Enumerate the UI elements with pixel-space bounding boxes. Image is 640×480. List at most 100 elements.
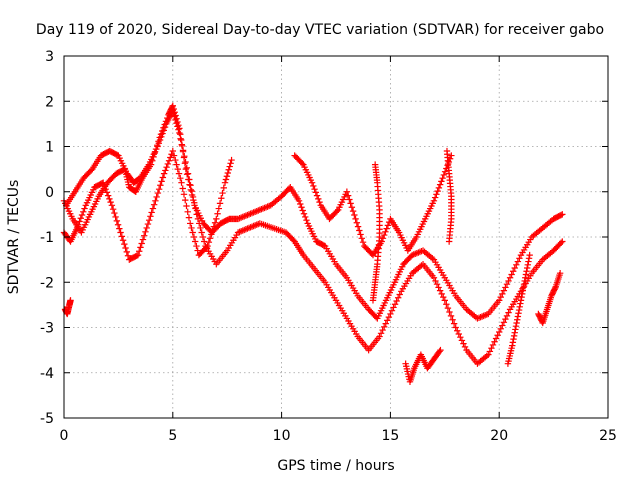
data-point bbox=[515, 306, 523, 314]
data-point bbox=[391, 301, 399, 308]
data-point bbox=[494, 332, 501, 339]
series-track-g bbox=[402, 346, 444, 385]
data-point bbox=[505, 277, 512, 285]
data-point bbox=[176, 129, 183, 137]
data-point bbox=[348, 204, 356, 211]
data-point bbox=[187, 220, 194, 227]
data-point bbox=[432, 277, 439, 285]
data-point bbox=[172, 116, 179, 124]
data-point bbox=[511, 329, 518, 336]
y-tick-label: -5 bbox=[40, 411, 54, 427]
data-point bbox=[193, 242, 200, 250]
data-point bbox=[379, 235, 387, 242]
data-point bbox=[158, 178, 165, 185]
data-point bbox=[188, 224, 195, 232]
data-point bbox=[171, 113, 178, 120]
data-point bbox=[67, 297, 74, 304]
data-point bbox=[175, 126, 182, 133]
data-point bbox=[225, 166, 232, 173]
data-point bbox=[102, 185, 109, 193]
data-point bbox=[81, 205, 88, 212]
data-point bbox=[320, 242, 328, 249]
data-point bbox=[191, 238, 199, 245]
data-point bbox=[433, 191, 440, 198]
data-point bbox=[154, 189, 162, 197]
data-point bbox=[215, 205, 223, 212]
data-point bbox=[353, 219, 361, 226]
data-point bbox=[142, 228, 149, 236]
data-point bbox=[356, 227, 363, 234]
x-tick-label: 0 bbox=[60, 428, 69, 444]
data-point bbox=[295, 197, 303, 204]
data-point bbox=[177, 135, 184, 142]
data-point bbox=[181, 160, 189, 167]
data-point bbox=[189, 229, 196, 236]
data-point bbox=[160, 170, 168, 177]
data-point bbox=[145, 216, 153, 224]
data-point bbox=[519, 287, 527, 294]
series-track-i bbox=[504, 251, 533, 367]
data-point bbox=[178, 141, 186, 148]
data-point bbox=[178, 179, 185, 186]
data-point bbox=[351, 211, 358, 219]
series-track-c bbox=[60, 147, 235, 263]
data-point bbox=[192, 205, 199, 212]
data-point bbox=[500, 319, 508, 326]
data-point bbox=[500, 287, 508, 294]
data-point bbox=[300, 210, 308, 217]
data-point bbox=[499, 290, 506, 298]
data-point bbox=[311, 185, 318, 193]
series-track-h bbox=[443, 147, 455, 245]
data-point bbox=[104, 192, 112, 199]
data-point bbox=[106, 195, 113, 203]
data-point bbox=[152, 197, 159, 204]
data-point bbox=[114, 221, 122, 228]
data-point bbox=[394, 294, 402, 301]
data-point bbox=[179, 147, 187, 154]
data-point bbox=[173, 161, 180, 168]
data-point bbox=[485, 351, 492, 358]
y-tick-label: -1 bbox=[40, 230, 54, 246]
data-point bbox=[116, 225, 123, 232]
data-point bbox=[183, 202, 190, 210]
data-point bbox=[228, 156, 235, 164]
series-track-b bbox=[62, 107, 566, 367]
data-point bbox=[136, 248, 143, 255]
data-point bbox=[444, 304, 452, 312]
data-point bbox=[440, 293, 447, 301]
data-point bbox=[522, 274, 529, 281]
data-point bbox=[521, 277, 528, 285]
data-point bbox=[164, 160, 172, 168]
data-point bbox=[184, 170, 192, 177]
data-point bbox=[438, 290, 445, 298]
data-point bbox=[525, 258, 532, 265]
data-point bbox=[298, 160, 306, 167]
data-point bbox=[556, 270, 564, 277]
data-point bbox=[491, 338, 498, 345]
data-point bbox=[514, 313, 522, 320]
data-point bbox=[445, 238, 453, 245]
data-point bbox=[455, 330, 462, 338]
data-point bbox=[499, 322, 506, 329]
series-track-f bbox=[369, 161, 383, 304]
data-point bbox=[138, 240, 145, 247]
data-point bbox=[344, 192, 352, 199]
data-point bbox=[441, 297, 448, 304]
x-tick-label: 10 bbox=[273, 428, 291, 444]
data-point bbox=[382, 320, 389, 327]
data-point bbox=[133, 252, 140, 259]
data-point bbox=[380, 323, 388, 331]
data-point bbox=[438, 178, 445, 185]
data-point bbox=[390, 304, 397, 311]
data-point bbox=[435, 184, 443, 192]
data-point bbox=[377, 330, 385, 337]
data-point bbox=[509, 342, 516, 349]
data-point bbox=[448, 152, 455, 159]
data-point bbox=[393, 297, 400, 305]
data-point bbox=[158, 133, 165, 141]
data-point bbox=[183, 171, 191, 178]
data-point bbox=[358, 235, 366, 242]
data-point bbox=[77, 215, 84, 222]
